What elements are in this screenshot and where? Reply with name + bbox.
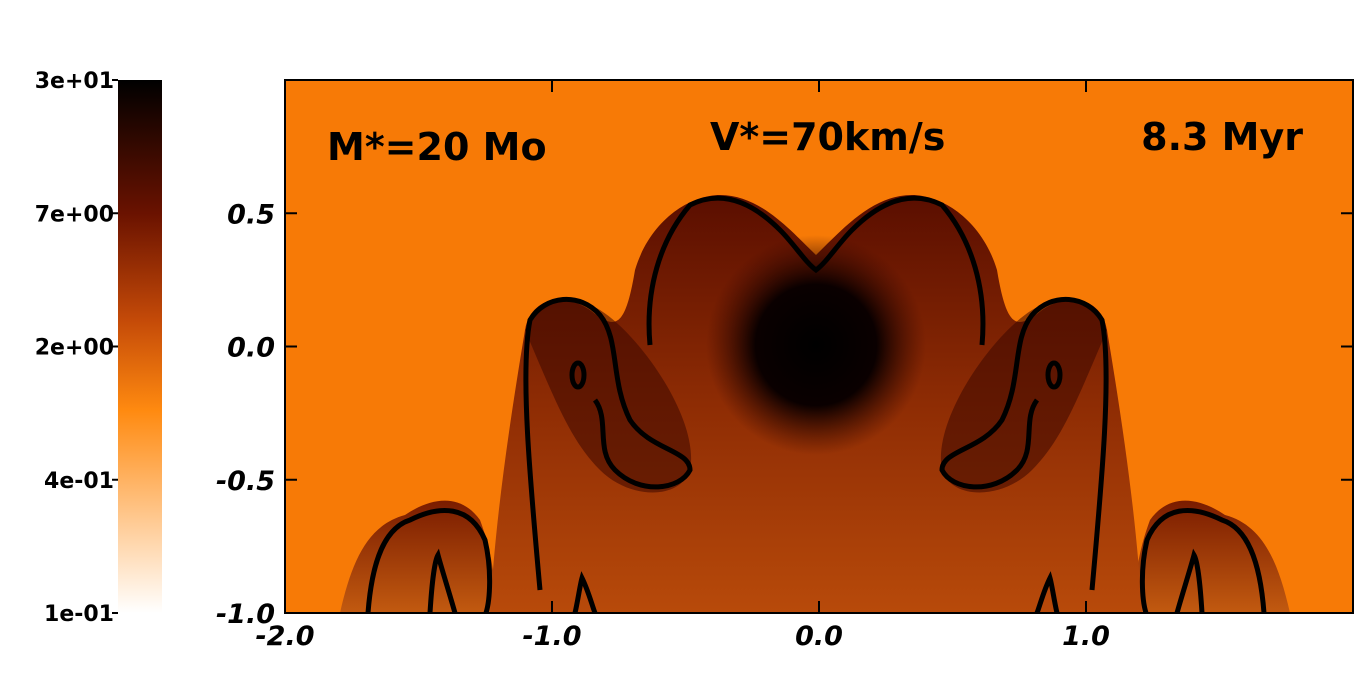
colorbar-scale — [118, 80, 162, 613]
outer-plume-right — [1135, 500, 1290, 613]
colorbar-tick-label: 3e+01 — [35, 69, 114, 94]
colorbar-ticks: 3e+01 7e+00 2e+00 4e-01 1e-01 — [35, 69, 118, 627]
plot-area: -2.0 -1.0 0.0 1.0 0.50.0-0.5-1.0 M*=20 Mo V… — [216, 79, 1354, 652]
y-tick-label: -0.5 — [216, 466, 275, 497]
contours — [365, 195, 1267, 613]
x-tick-label: 1.0 — [1062, 621, 1110, 652]
wing-right — [940, 300, 1107, 493]
y-axis: 0.5 0.0 -0.5 -1.0 — [216, 199, 1353, 630]
x-tick-label: -1.0 — [522, 621, 581, 652]
x-tick-label: 0.0 — [795, 621, 843, 652]
colorbar-tick-label: 7e+00 — [35, 202, 114, 227]
colorbar-tick-label: 1e-01 — [44, 602, 114, 627]
annotation-mass: M*=20 Mo — [327, 125, 547, 169]
x-tick-label: -2.0 — [255, 621, 314, 652]
y-tick-label: 0.0 — [227, 333, 275, 364]
wing-left — [525, 300, 692, 493]
x-axis: -2.0 -1.0 0.0 1.0 — [255, 80, 1110, 652]
colorbar-tick-label: 2e+00 — [35, 336, 114, 361]
annotation-velocity: V*=70km/s — [710, 115, 945, 159]
y-tick-label: -1.0 — [216, 599, 275, 630]
y-tick-label: 0.5 — [227, 199, 275, 230]
density-field — [340, 195, 1290, 613]
colorbar-tick-label: 4e-01 — [44, 469, 114, 494]
outer-plume-left — [340, 500, 495, 613]
central-bubble — [706, 235, 926, 455]
annotation-time: 8.3 Myr — [1141, 115, 1303, 159]
colorbar: 3e+01 7e+00 2e+00 4e-01 1e-01 — [35, 69, 162, 627]
